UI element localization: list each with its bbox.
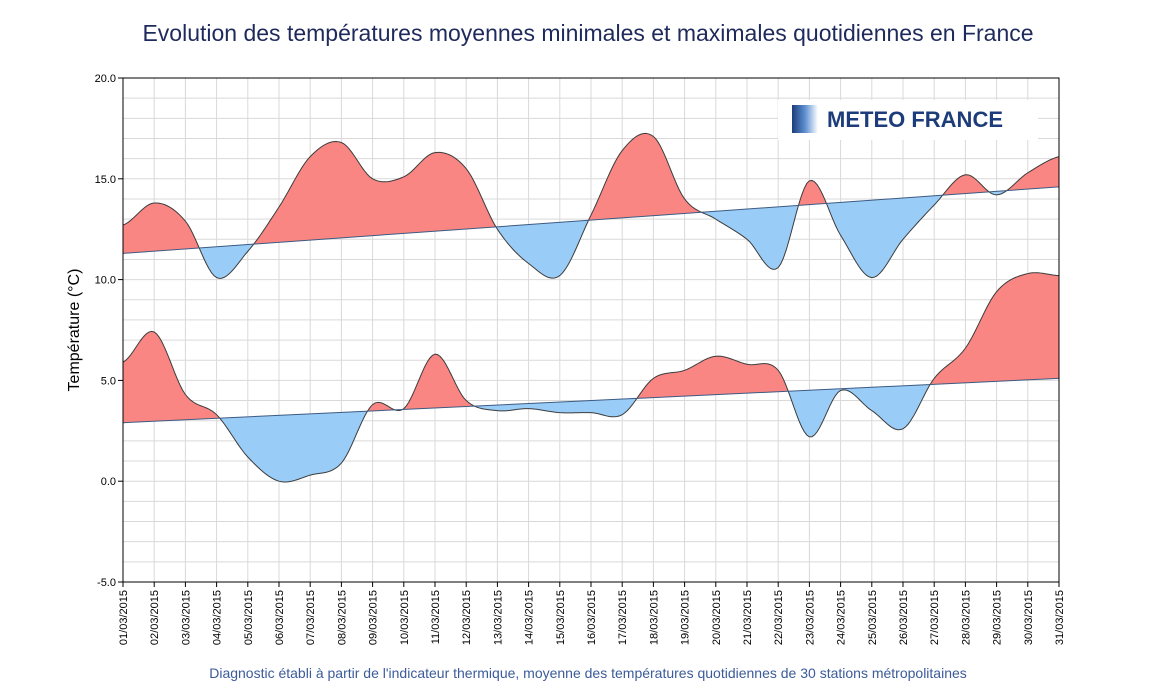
- area-below-normal: [788, 384, 931, 437]
- x-tick-label: 13/03/2015: [492, 590, 504, 645]
- x-tick-label: 27/03/2015: [929, 590, 941, 645]
- x-tick-label: 20/03/2015: [711, 590, 723, 645]
- x-tick-label: 06/03/2015: [274, 590, 286, 645]
- x-tick-label: 09/03/2015: [368, 590, 380, 645]
- area-below-normal: [495, 220, 589, 279]
- area-below-normal: [219, 411, 368, 483]
- x-tick-label: 11/03/2015: [430, 590, 442, 644]
- x-tick-label: 16/03/2015: [586, 590, 598, 645]
- area-above-normal: [942, 174, 990, 196]
- x-tick-label: 28/03/2015: [960, 590, 972, 645]
- y-tick-label: 0.0: [101, 476, 116, 488]
- area-above-normal: [123, 331, 220, 423]
- x-tick-label: 07/03/2015: [305, 590, 317, 645]
- x-tick-label: 21/03/2015: [742, 590, 754, 645]
- meteo-france-logo: METEO FRANCE: [778, 100, 1038, 140]
- x-tick-label: 29/03/2015: [992, 590, 1004, 645]
- area-below-normal: [701, 205, 799, 270]
- chart-canvas: 20.0 15.0 10.0 5.0 0.0 -5.0 01/03/2015 02/03/2…: [66, 73, 1066, 645]
- area-above-normal: [123, 202, 200, 254]
- area-above-normal: [402, 354, 475, 410]
- x-tick-label: 14/03/2015: [524, 590, 536, 645]
- area-above-normal: [930, 272, 1059, 385]
- x-tick-label: 04/03/2015: [212, 590, 224, 645]
- y-tick-label: 5.0: [101, 375, 116, 387]
- logo-text: METEO FRANCE: [827, 107, 1003, 132]
- chart-title: Evolution des températures moyennes mini…: [142, 20, 1034, 46]
- x-tick-label: 23/03/2015: [804, 590, 816, 645]
- x-tick-label: 24/03/2015: [836, 590, 848, 645]
- x-tick-label: 10/03/2015: [399, 590, 411, 645]
- meteo-france-logo-mark: [792, 105, 818, 133]
- x-tick-label: 18/03/2015: [648, 590, 660, 645]
- x-tick-label: 08/03/2015: [336, 590, 348, 645]
- x-axis: 01/03/2015 02/03/2015 03/03/2015 04/03/2015…: [118, 582, 1066, 645]
- y-tick-label: -5.0: [97, 577, 116, 589]
- x-tick-label: 30/03/2015: [1023, 590, 1035, 645]
- y-axis: 20.0 15.0 10.0 5.0 0.0 -5.0: [95, 73, 123, 589]
- y-axis-label: Température (°C): [66, 269, 83, 392]
- max-normal-line: [123, 186, 1059, 254]
- x-tick-label: 12/03/2015: [461, 590, 473, 645]
- min-normal-line: [123, 377, 1059, 424]
- y-tick-label: 20.0: [95, 73, 116, 85]
- area-above-normal: [367, 402, 395, 412]
- area-above-normal: [1006, 156, 1059, 191]
- area-above-normal: [588, 133, 702, 221]
- x-tick-label: 31/03/2015: [1054, 590, 1066, 645]
- x-tick-label: 26/03/2015: [898, 590, 910, 645]
- max-temperature-line: [123, 132, 1059, 279]
- area-below-normal: [826, 195, 943, 278]
- x-tick-label: 25/03/2015: [867, 590, 879, 645]
- x-tick-label: 19/03/2015: [680, 590, 692, 645]
- x-tick-label: 05/03/2015: [243, 590, 255, 645]
- y-tick-label: 10.0: [95, 275, 116, 287]
- min-temperature-line: [123, 272, 1059, 483]
- x-tick-label: 02/03/2015: [149, 590, 161, 645]
- x-tick-label: 17/03/2015: [617, 590, 629, 645]
- x-tick-label: 22/03/2015: [773, 590, 785, 645]
- grid-lines: [122, 77, 1060, 583]
- temperature-areas: [123, 133, 1059, 483]
- x-tick-label: 01/03/2015: [118, 590, 130, 645]
- area-above-normal: [636, 356, 789, 399]
- chart-footer: Diagnostic établi à partir de l'indicate…: [209, 665, 967, 681]
- x-tick-label: 03/03/2015: [180, 590, 192, 645]
- temperature-lines: [123, 132, 1059, 483]
- y-tick-label: 15.0: [95, 174, 116, 186]
- area-below-normal: [199, 244, 254, 279]
- x-tick-label: 15/03/2015: [555, 590, 567, 645]
- area-below-normal: [474, 398, 637, 417]
- area-above-normal: [253, 141, 496, 245]
